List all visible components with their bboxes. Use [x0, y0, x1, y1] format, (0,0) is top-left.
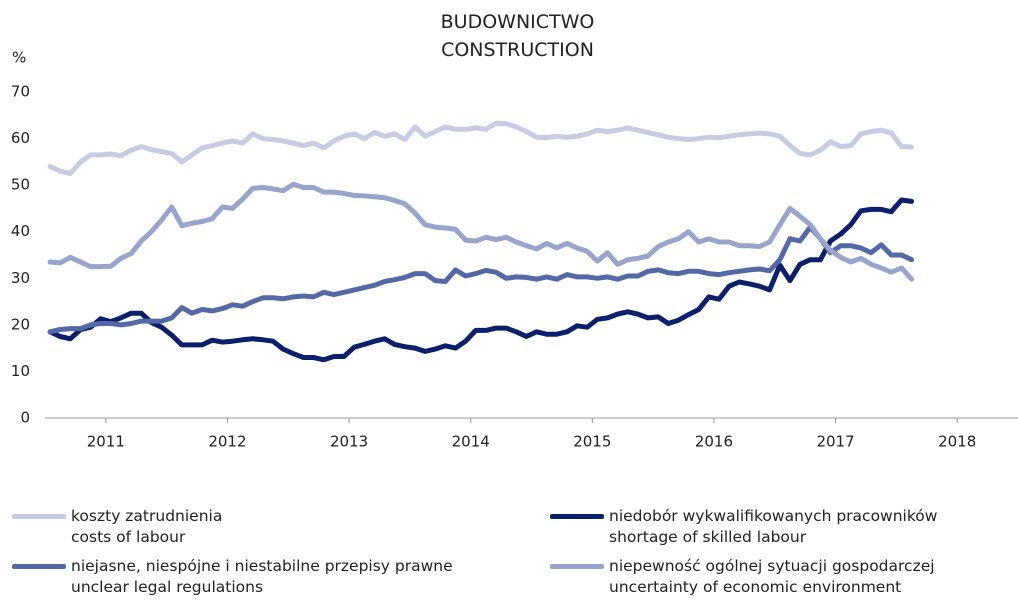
y-tick-label: 30 — [11, 269, 30, 287]
legend-swatch — [550, 564, 604, 569]
legend-swatch — [550, 514, 604, 519]
legend-swatch — [12, 514, 66, 519]
y-axis-label: % — [12, 49, 26, 67]
chart-title: BUDOWNICTWO CONSTRUCTION — [440, 11, 595, 61]
x-tick-label: 2011 — [87, 433, 125, 451]
series-line — [47, 197, 915, 363]
series-line — [47, 224, 915, 335]
x-tick-label: 2013 — [330, 433, 368, 451]
y-tick-label: 70 — [11, 83, 30, 101]
x-tick-label: 2012 — [208, 433, 246, 451]
legend-label: niejasne, niespójne i niestabilne przepi… — [71, 557, 453, 596]
legend-item: niejasne, niespójne i niestabilne przepi… — [12, 556, 453, 598]
y-tick-label: 20 — [11, 315, 30, 333]
legend-item: niepewność ogólnej sytuacji gospodarczej… — [550, 556, 935, 598]
legend-item: koszty zatrudnienia costs of labour — [12, 506, 222, 548]
y-tick-label: 40 — [11, 222, 30, 240]
legend-swatch — [12, 564, 66, 569]
y-tick-label: 50 — [11, 176, 30, 194]
x-tick-label: 2014 — [452, 433, 490, 451]
legend-label: niedobór wykwalifikowanych pracowników s… — [609, 507, 938, 546]
x-tick-label: 2016 — [695, 433, 733, 451]
series-line — [47, 181, 915, 282]
series-line — [47, 120, 915, 176]
y-tick-label: 0 — [20, 409, 30, 427]
legend-item: niedobór wykwalifikowanych pracowników s… — [550, 506, 937, 548]
legend-label: koszty zatrudnienia costs of labour — [71, 507, 223, 546]
x-tick-label: 2017 — [816, 433, 854, 451]
x-tick-label: 2015 — [573, 433, 611, 451]
y-tick-label: 10 — [11, 362, 30, 380]
legend-label: niepewność ogólnej sytuacji gospodarczej… — [609, 557, 935, 596]
y-tick-label: 60 — [11, 129, 30, 147]
x-tick-label: 2018 — [938, 433, 976, 451]
